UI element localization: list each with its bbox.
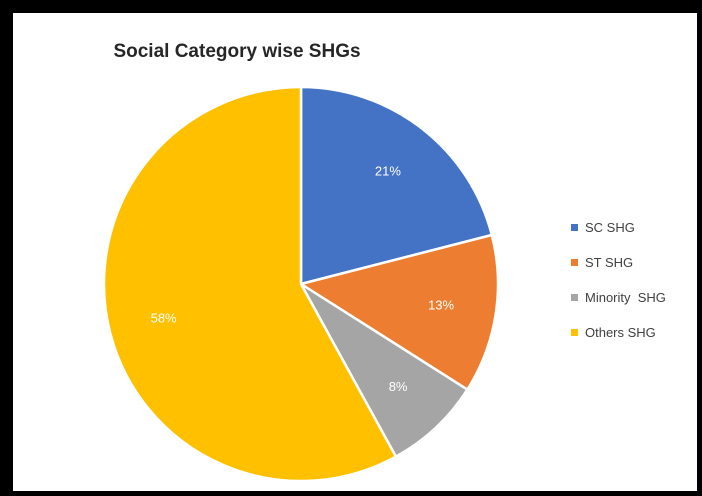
data-label-sc-shg: 21% — [375, 163, 401, 178]
legend-swatch — [571, 329, 578, 336]
legend-item: ST SHG — [571, 251, 666, 274]
legend-item: Others SHG — [571, 321, 666, 344]
legend-swatch — [571, 259, 578, 266]
data-label-others-shg: 58% — [151, 311, 177, 326]
legend-item: Minority SHG — [571, 286, 666, 309]
legend-item: SC SHG — [571, 216, 666, 239]
legend-label: Others SHG — [585, 325, 656, 340]
pie-slice-minority-shg — [299, 282, 469, 458]
legend-label: ST SHG — [585, 255, 634, 270]
legend-swatch — [571, 224, 578, 231]
data-label-minority-shg: 8% — [389, 379, 408, 394]
pie-slice-sc-shg — [299, 85, 494, 286]
pie-slice-st-shg — [299, 233, 500, 391]
chart-legend: SC SHG ST SHG Minority SHG Others SHG — [571, 216, 666, 356]
legend-swatch — [571, 294, 578, 301]
data-label-st-shg: 13% — [428, 298, 454, 313]
legend-label: SC SHG — [585, 220, 635, 235]
chart-title: Social Category wise SHGs — [113, 41, 361, 62]
chart-area: Social Category wise SHGs 21% 13% 8% 58% SC… — [13, 13, 697, 491]
pie-chart: 21% 13% 8% 58% — [102, 85, 500, 483]
pie-slice-others-shg — [102, 85, 398, 483]
legend-label: Minority SHG — [585, 290, 666, 305]
